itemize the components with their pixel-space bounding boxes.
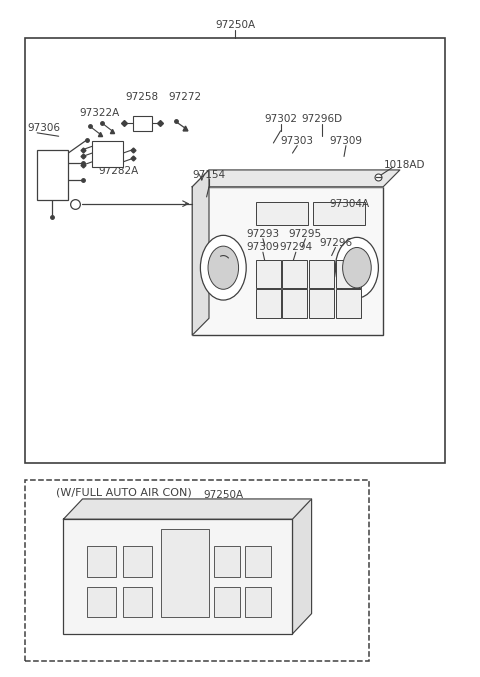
FancyBboxPatch shape: [256, 289, 281, 318]
Text: 97322A: 97322A: [79, 108, 120, 118]
FancyBboxPatch shape: [245, 586, 271, 617]
Polygon shape: [192, 170, 209, 335]
FancyBboxPatch shape: [92, 141, 123, 167]
FancyBboxPatch shape: [309, 289, 334, 318]
Polygon shape: [63, 499, 312, 519]
FancyBboxPatch shape: [282, 259, 307, 288]
FancyBboxPatch shape: [256, 259, 281, 288]
Text: 97250A: 97250A: [203, 490, 243, 500]
Text: (W/FULL AUTO AIR CON): (W/FULL AUTO AIR CON): [56, 487, 192, 497]
Circle shape: [343, 248, 371, 288]
FancyBboxPatch shape: [123, 546, 152, 577]
Polygon shape: [192, 170, 400, 187]
FancyBboxPatch shape: [161, 529, 209, 617]
Text: 97293: 97293: [246, 229, 279, 239]
FancyBboxPatch shape: [132, 116, 152, 131]
FancyBboxPatch shape: [214, 546, 240, 577]
FancyBboxPatch shape: [87, 586, 116, 617]
FancyBboxPatch shape: [336, 259, 361, 288]
Text: 97309: 97309: [246, 242, 279, 253]
FancyBboxPatch shape: [63, 519, 292, 634]
Text: 97309: 97309: [329, 136, 362, 146]
FancyBboxPatch shape: [25, 39, 445, 463]
Text: 97294: 97294: [279, 242, 312, 253]
Text: 97295: 97295: [289, 229, 322, 239]
Polygon shape: [292, 499, 312, 634]
Circle shape: [200, 236, 246, 300]
Text: 97154: 97154: [192, 171, 226, 180]
Text: 97272: 97272: [168, 92, 202, 102]
Text: 1018AD: 1018AD: [384, 160, 425, 170]
FancyBboxPatch shape: [37, 150, 68, 200]
FancyBboxPatch shape: [214, 586, 240, 617]
FancyBboxPatch shape: [25, 480, 369, 661]
FancyBboxPatch shape: [256, 202, 308, 225]
Circle shape: [208, 246, 239, 289]
FancyBboxPatch shape: [309, 259, 334, 288]
Text: 97302: 97302: [264, 114, 297, 125]
FancyBboxPatch shape: [282, 289, 307, 318]
FancyBboxPatch shape: [87, 546, 116, 577]
FancyBboxPatch shape: [336, 289, 361, 318]
Text: 97303: 97303: [281, 136, 314, 146]
FancyBboxPatch shape: [123, 586, 152, 617]
FancyBboxPatch shape: [312, 202, 364, 225]
Circle shape: [336, 238, 378, 298]
FancyBboxPatch shape: [245, 546, 271, 577]
Text: 97282A: 97282A: [98, 167, 138, 176]
Text: 97296D: 97296D: [301, 114, 343, 125]
Text: 97296: 97296: [319, 238, 352, 248]
Text: 97258: 97258: [126, 92, 159, 102]
Text: 97304A: 97304A: [330, 198, 370, 209]
Text: 97250A: 97250A: [215, 20, 255, 30]
Text: 97306: 97306: [28, 123, 61, 133]
FancyBboxPatch shape: [192, 187, 383, 335]
